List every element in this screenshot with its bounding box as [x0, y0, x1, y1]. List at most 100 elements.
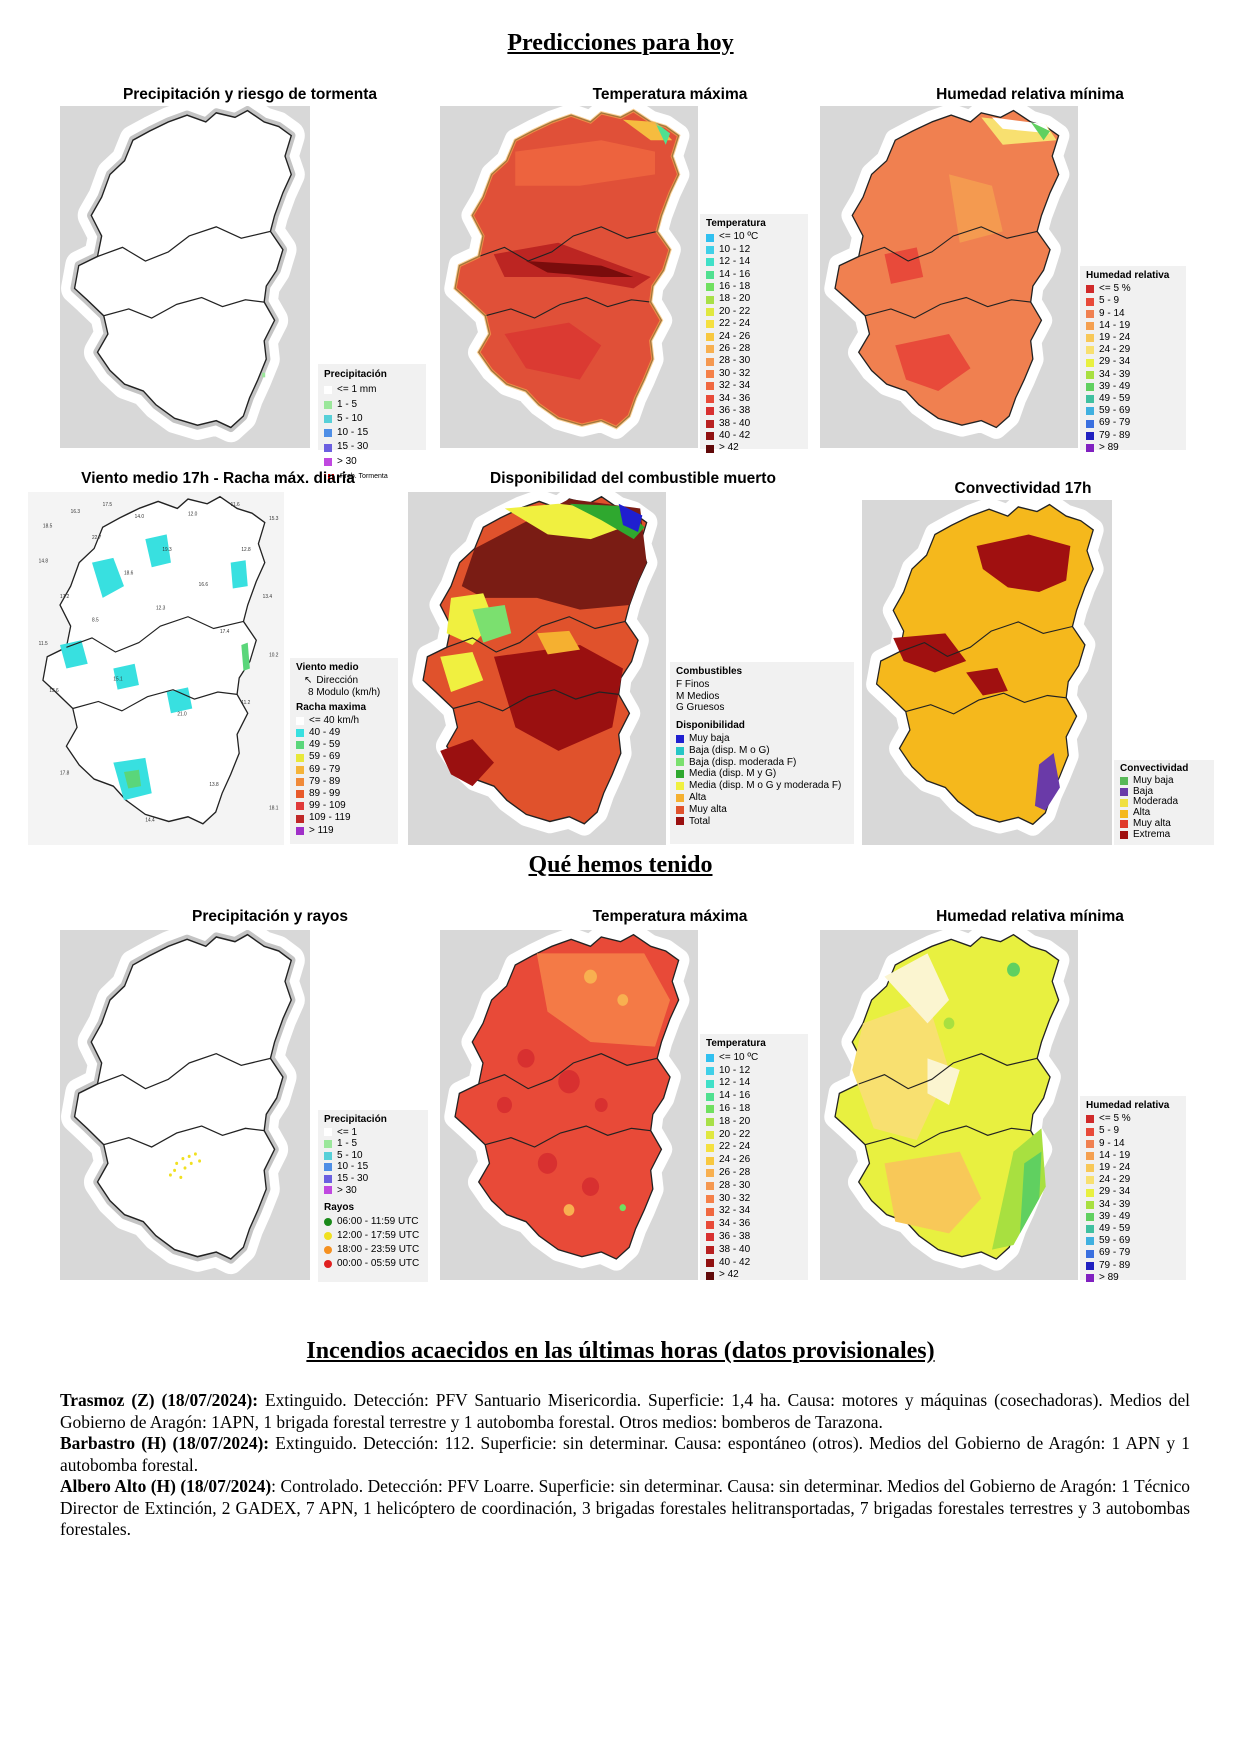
- lightning-marks: [168, 1152, 202, 1179]
- legend-label: 26 - 28: [719, 1166, 751, 1178]
- legend-swatch: [296, 729, 304, 738]
- legend-item: 5 - 9: [1086, 295, 1180, 307]
- legend-swatch: [324, 443, 332, 452]
- legend-item: Total: [676, 816, 848, 828]
- legend-swatch: [706, 1220, 714, 1229]
- legend-label: 36 - 38: [719, 405, 751, 417]
- legend-item: 109 - 119: [296, 812, 392, 824]
- legend-swatch: [1086, 334, 1094, 343]
- wind-speed-label: 10.2: [269, 653, 279, 659]
- legend-swatch: [324, 1231, 332, 1240]
- legend-swatch: [706, 1105, 714, 1114]
- legend-swatch: [1086, 370, 1094, 379]
- legend-item: 16 - 18: [706, 281, 802, 293]
- wind-speed-label: 13.6: [49, 688, 59, 694]
- legend-item: 15 - 30: [324, 440, 420, 454]
- legend-swatch: [1086, 407, 1094, 416]
- legend-label: 59 - 69: [1099, 1235, 1131, 1247]
- rayos-title: Rayos: [324, 1202, 355, 1214]
- legend-label: 5 - 9: [1099, 295, 1120, 307]
- panel-tmax-forecast: Temperatura máxima Temperatura <= 10 ºC 1…: [440, 86, 820, 453]
- wind-speed-label: 22.7: [92, 535, 102, 541]
- legend-swatch: [1086, 1200, 1094, 1209]
- legend-item: Baja (disp. moderada F): [676, 757, 848, 769]
- legend-label: 49 - 59: [309, 739, 341, 751]
- legend-item: > 30: [324, 1185, 422, 1197]
- legend-item: 16 - 18: [706, 1103, 802, 1116]
- legend-swatch: [324, 1163, 332, 1172]
- legend-label: 24 - 29: [1099, 344, 1131, 356]
- legend-label: 14 - 19: [1099, 1149, 1131, 1161]
- legend-label: 16 - 18: [719, 281, 751, 293]
- legend-item: 79 - 89: [1086, 430, 1180, 442]
- legend-swatch: [1086, 382, 1094, 391]
- legend-label: 49 - 59: [1099, 393, 1131, 405]
- legend-item: 26 - 28: [706, 343, 802, 355]
- legend-item: 24 - 29: [1086, 1174, 1180, 1186]
- legend-label: 40 - 42: [719, 1256, 751, 1268]
- legend-label: 79 - 89: [1099, 1259, 1131, 1271]
- legend-label: 34 - 39: [1099, 1198, 1131, 1210]
- wind-speed-label: 15.1: [113, 676, 123, 682]
- legend-swatch: [324, 457, 332, 466]
- legend-item: <= 40 km/h: [296, 715, 392, 727]
- legend-item: 14 - 16: [706, 1090, 802, 1103]
- legend-swatch: [706, 432, 714, 441]
- legend-swatch: [324, 1259, 332, 1268]
- precip-forecast-map: [60, 106, 310, 448]
- legend-swatch: [296, 777, 304, 786]
- legend-label: > 89: [1099, 441, 1119, 453]
- legend-title: Disponibilidad: [676, 720, 745, 732]
- legend-item: 34 - 39: [1086, 369, 1180, 381]
- legend-swatch: [706, 1194, 714, 1203]
- legend-label: Muy alta: [689, 803, 727, 815]
- dir-label: Dirección: [316, 675, 359, 687]
- legend-item: 40 - 42: [706, 430, 802, 442]
- aragon-map: [60, 930, 310, 1280]
- panel-title: Convectividad 17h: [954, 480, 1092, 497]
- legend-swatch: [296, 814, 304, 823]
- legend-swatch: [706, 370, 714, 379]
- legend-item: 32 - 34: [706, 1205, 802, 1218]
- legend-item: <= 10 ºC: [706, 231, 802, 243]
- legend-item: 1 - 5: [324, 398, 420, 412]
- legend-label: 32 - 34: [719, 1205, 751, 1217]
- legend-label: 40 - 49: [309, 727, 341, 739]
- legend-label: 38 - 40: [719, 417, 751, 429]
- legend-swatch: [706, 1066, 714, 1075]
- wind-speed-label: 18.6: [124, 570, 134, 576]
- gust-title: Racha maxima: [296, 701, 367, 713]
- aragon-map: [820, 106, 1078, 448]
- legend-label: 10 - 15: [337, 1161, 369, 1173]
- legend-swatch: [296, 826, 304, 835]
- wind-speed-label: 17.8: [60, 770, 70, 776]
- legend-item: Baja (disp. M o G): [676, 745, 848, 757]
- legend-item: <= 10 ºC: [706, 1052, 802, 1065]
- legend-label: Media (disp. M y G): [689, 768, 777, 780]
- legend-swatch: [706, 1233, 714, 1242]
- legend-swatch: [1086, 297, 1094, 306]
- storm-label: Prob. Tormenta: [340, 473, 388, 481]
- legend-label: 32 - 34: [719, 380, 751, 392]
- legend-label: 00:00 - 05:59 UTC: [337, 1257, 420, 1269]
- legend-item: 79 - 89: [1086, 1260, 1180, 1272]
- wind-direction-icon: ↖: [304, 675, 313, 687]
- tmax-observed-legend: Temperatura <= 10 ºC 10 - 12 12 - 14 14 - 1…: [700, 1034, 808, 1280]
- legend-swatch: [1086, 1237, 1094, 1246]
- legend-item: > 42: [706, 442, 802, 454]
- legend-swatch: [1086, 1188, 1094, 1197]
- wind-map: 18.5 16.3 17.5 14.0 12.0 11.6 15.3 14.8 22.7 19.3…: [28, 492, 284, 845]
- legend-swatch: [296, 753, 304, 762]
- legend-item: 24 - 26: [706, 1154, 802, 1167]
- wind-speed-label: 16.6: [199, 582, 209, 588]
- wind-speed-label: 14.8: [39, 558, 49, 564]
- legend-label: 89 - 99: [309, 788, 341, 800]
- legend-swatch: [296, 790, 304, 799]
- legend-label: 12:00 - 17:59 UTC: [337, 1229, 420, 1241]
- legend-swatch: [1120, 809, 1128, 818]
- legend-label: > 30: [337, 1184, 357, 1196]
- aragon-map: [862, 500, 1112, 845]
- legend-swatch: [1086, 443, 1094, 452]
- legend-item: 49 - 59: [296, 739, 392, 751]
